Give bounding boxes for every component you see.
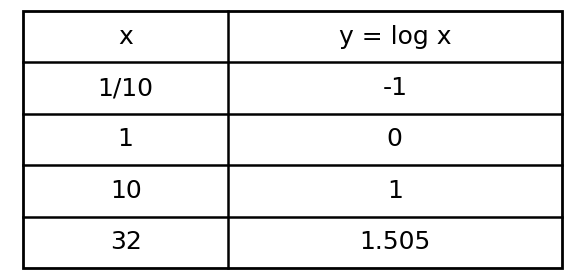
Text: 1.505: 1.505 [359,230,431,254]
Text: 10: 10 [110,179,142,203]
Text: 32: 32 [110,230,142,254]
Text: x: x [118,25,133,49]
Text: 1/10: 1/10 [98,76,154,100]
Text: 1: 1 [118,128,133,151]
Text: 0: 0 [387,128,402,151]
Text: 1: 1 [387,179,402,203]
Text: -1: -1 [382,76,407,100]
Text: y = log x: y = log x [339,25,451,49]
